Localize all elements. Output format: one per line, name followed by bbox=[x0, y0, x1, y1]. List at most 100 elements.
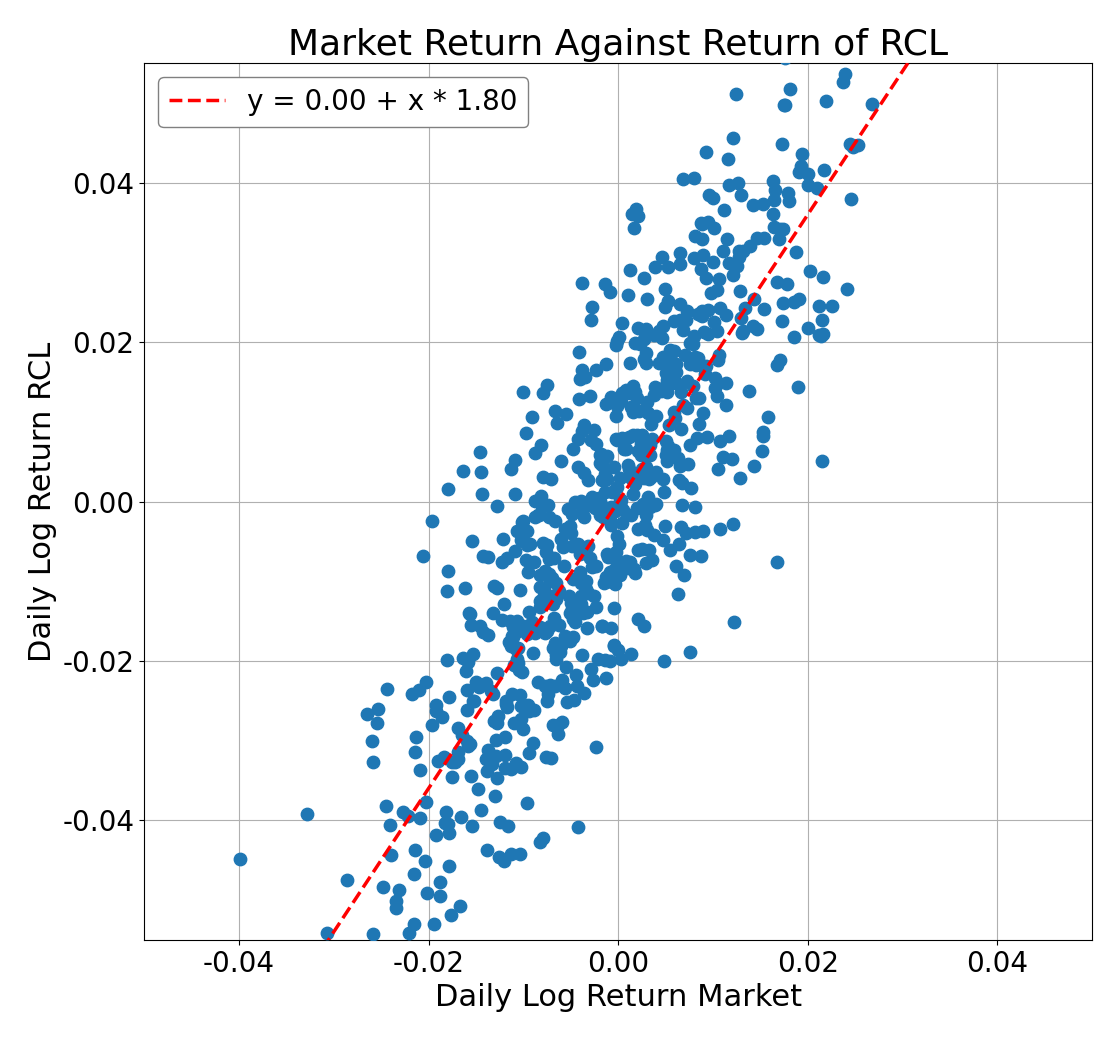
Point bbox=[608, 528, 626, 545]
Point bbox=[506, 641, 524, 657]
Point bbox=[660, 417, 678, 434]
Point bbox=[474, 486, 492, 502]
Point bbox=[598, 396, 616, 413]
Point bbox=[382, 816, 400, 833]
Point bbox=[702, 285, 720, 302]
Point bbox=[534, 469, 552, 486]
Point bbox=[601, 652, 619, 669]
Point bbox=[693, 523, 711, 540]
Point bbox=[592, 497, 610, 514]
Point bbox=[358, 706, 376, 723]
Point bbox=[519, 795, 536, 811]
Point bbox=[508, 655, 526, 672]
Point bbox=[440, 825, 458, 841]
Point bbox=[598, 447, 616, 464]
Point bbox=[725, 614, 743, 630]
Point bbox=[706, 380, 724, 396]
Point bbox=[681, 356, 699, 372]
Point bbox=[615, 441, 633, 458]
Point bbox=[575, 495, 592, 512]
Point bbox=[591, 454, 609, 471]
Point bbox=[403, 685, 421, 702]
Point bbox=[503, 628, 521, 645]
Point bbox=[531, 598, 549, 615]
Point bbox=[534, 830, 552, 847]
Point bbox=[551, 644, 569, 660]
Point bbox=[464, 646, 482, 662]
Point bbox=[685, 250, 703, 266]
Point bbox=[632, 336, 650, 353]
Point bbox=[635, 469, 653, 486]
Point bbox=[485, 685, 503, 702]
Point bbox=[524, 645, 542, 661]
Point bbox=[500, 634, 517, 651]
Point bbox=[800, 176, 818, 192]
Point bbox=[472, 464, 489, 480]
Point bbox=[641, 471, 659, 488]
Point bbox=[640, 489, 657, 505]
Point bbox=[799, 320, 816, 337]
Point bbox=[559, 501, 577, 518]
Point bbox=[662, 357, 680, 373]
Point bbox=[731, 186, 749, 203]
Point bbox=[629, 319, 647, 336]
Point bbox=[842, 190, 860, 207]
Point bbox=[498, 549, 516, 566]
Point bbox=[645, 387, 663, 404]
Point bbox=[442, 769, 460, 785]
Point bbox=[461, 617, 479, 633]
Point bbox=[519, 626, 536, 643]
Point bbox=[706, 369, 724, 386]
Point bbox=[700, 187, 718, 204]
Point bbox=[693, 303, 711, 319]
Point bbox=[659, 384, 676, 400]
Point bbox=[410, 682, 428, 699]
Point bbox=[624, 385, 642, 401]
Point bbox=[710, 270, 728, 287]
Point bbox=[713, 242, 731, 259]
Point bbox=[771, 220, 788, 237]
Point bbox=[560, 588, 578, 604]
Point bbox=[689, 306, 707, 322]
Point bbox=[479, 626, 497, 643]
Point bbox=[638, 521, 656, 538]
Point bbox=[472, 618, 489, 634]
Point bbox=[637, 327, 655, 343]
Point bbox=[572, 493, 590, 510]
Point bbox=[676, 312, 694, 329]
Point bbox=[652, 383, 670, 399]
Point bbox=[836, 66, 853, 82]
Point bbox=[651, 355, 669, 371]
Point bbox=[672, 519, 690, 536]
Point bbox=[506, 656, 524, 673]
Point bbox=[514, 721, 532, 737]
Point bbox=[547, 677, 564, 694]
Point bbox=[547, 635, 564, 652]
Point bbox=[464, 818, 482, 835]
Point bbox=[613, 315, 631, 332]
Point bbox=[386, 892, 404, 909]
Point bbox=[536, 748, 554, 764]
Point bbox=[748, 230, 766, 246]
Point bbox=[394, 804, 412, 821]
Point bbox=[338, 872, 356, 888]
Point bbox=[472, 444, 489, 461]
Point bbox=[657, 364, 675, 381]
Point bbox=[671, 458, 689, 474]
Point bbox=[623, 469, 641, 486]
Point bbox=[417, 794, 435, 810]
Point bbox=[520, 702, 538, 719]
Point bbox=[491, 814, 508, 831]
Point bbox=[439, 956, 457, 972]
Point bbox=[610, 470, 628, 487]
Point bbox=[517, 537, 535, 553]
Point bbox=[526, 509, 544, 525]
Point bbox=[643, 468, 661, 485]
Point bbox=[292, 956, 310, 972]
Point bbox=[553, 713, 571, 730]
Point bbox=[663, 374, 681, 391]
Point bbox=[408, 729, 426, 746]
Point bbox=[374, 879, 392, 895]
Point bbox=[348, 956, 366, 972]
Point bbox=[585, 494, 603, 511]
